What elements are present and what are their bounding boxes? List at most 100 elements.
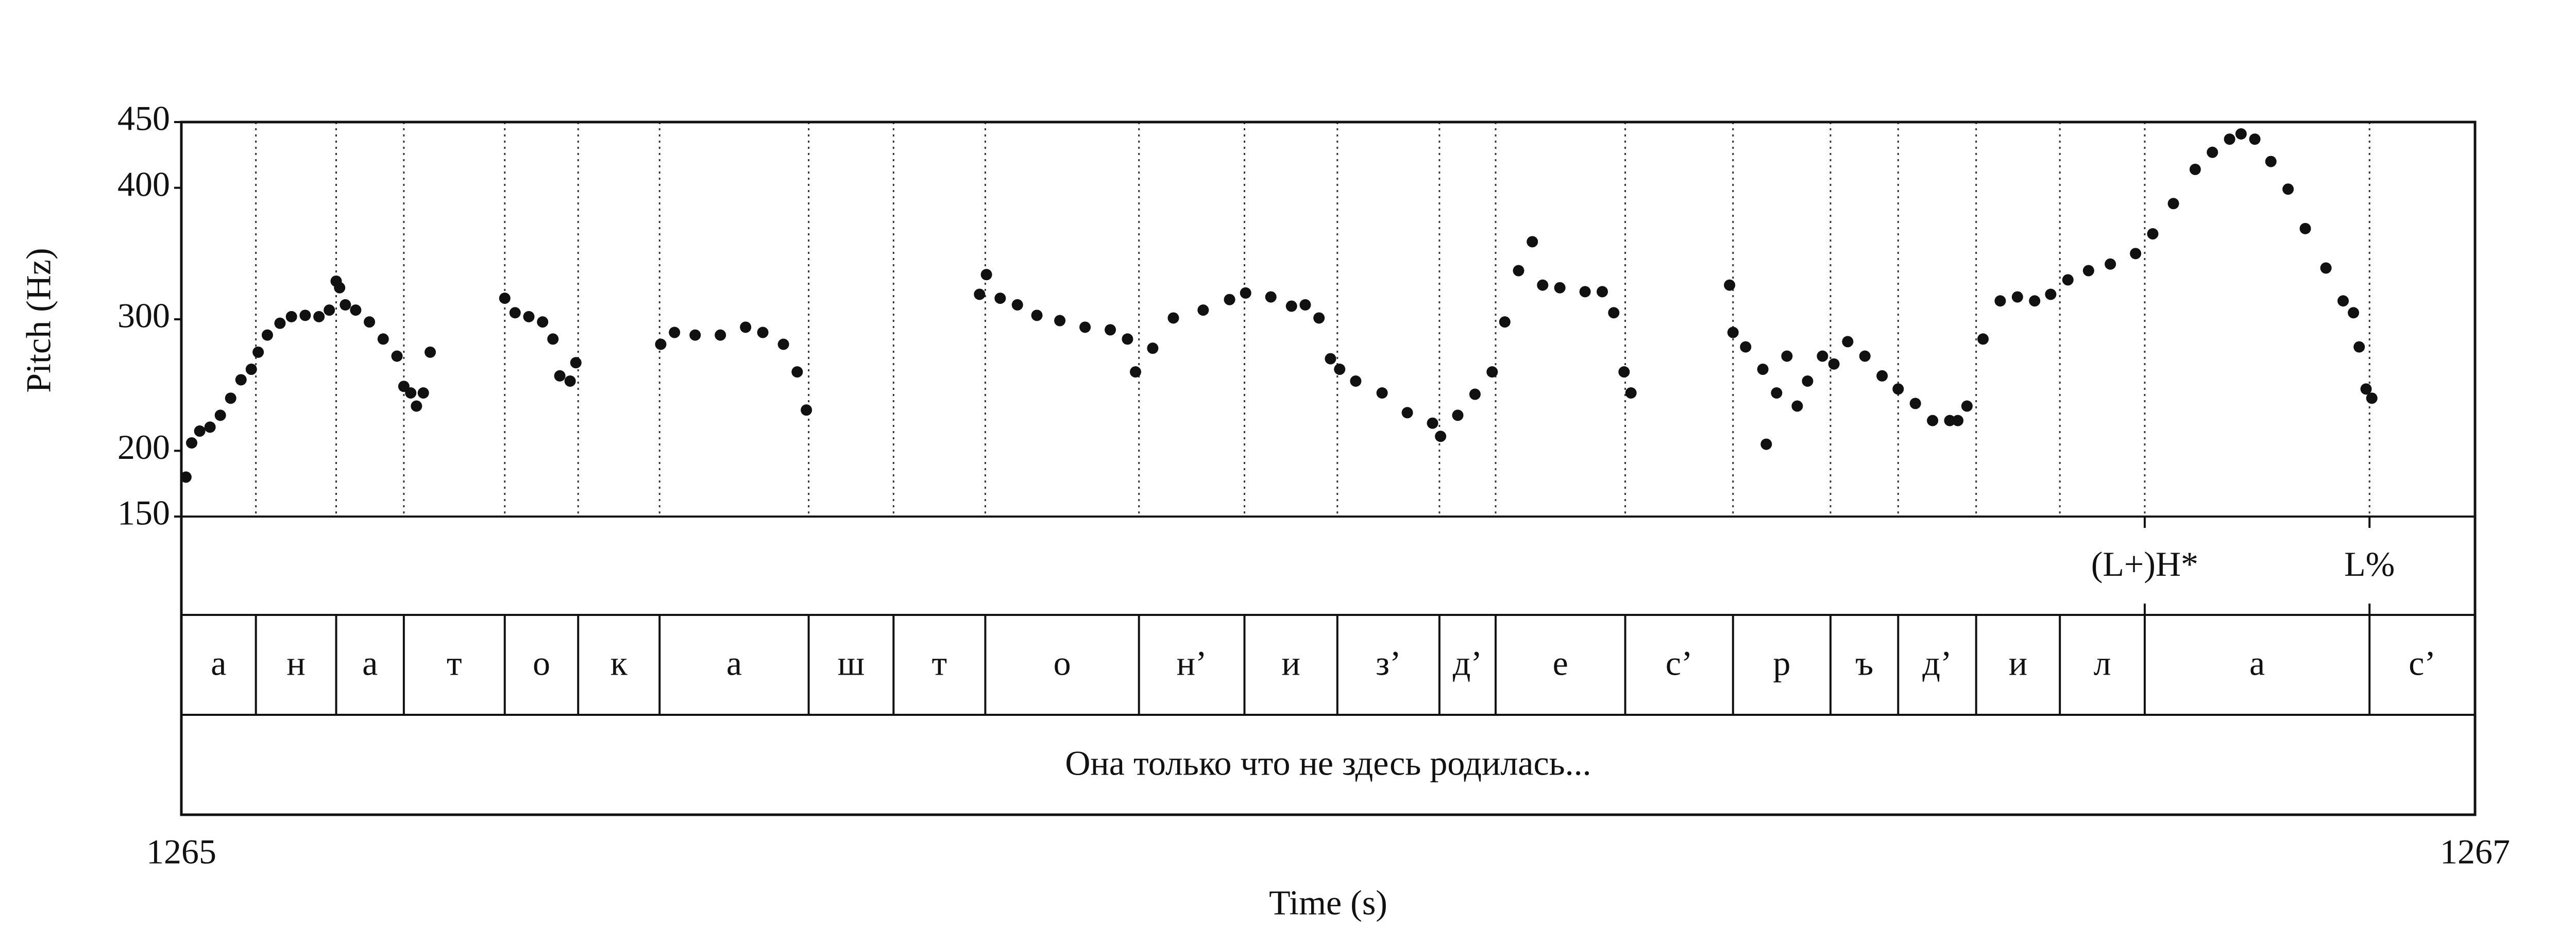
- pitch-point: [2029, 295, 2041, 307]
- pitch-point: [1499, 316, 1511, 328]
- pitch-point: [1147, 342, 1159, 354]
- pitch-point: [1197, 304, 1209, 316]
- pitch-point: [1554, 282, 1566, 294]
- pitch-point: [791, 366, 803, 378]
- pitch-point: [2337, 295, 2349, 307]
- segment-label: р: [1773, 644, 1790, 683]
- pitch-point: [425, 346, 436, 358]
- pitch-point: [2249, 133, 2261, 145]
- pitch-point: [2062, 274, 2074, 286]
- pitch-point: [324, 304, 335, 316]
- pitch-point: [1771, 387, 1783, 399]
- y-tick-label: 300: [117, 296, 170, 335]
- pitch-point: [2353, 341, 2365, 353]
- segment-label: а: [726, 644, 742, 683]
- segment-label: с’: [2409, 644, 2436, 683]
- pitch-point: [350, 304, 362, 316]
- pitch-point: [2189, 163, 2201, 175]
- segment-label: и: [1281, 644, 1300, 683]
- segment-label: а: [2249, 644, 2265, 683]
- pitch-point: [1313, 312, 1325, 324]
- pitch-point: [2235, 128, 2247, 140]
- pitch-point: [1961, 400, 1973, 412]
- pitch-point: [1952, 415, 1964, 426]
- pitch-point: [1167, 312, 1179, 324]
- pitch-point: [1486, 366, 1498, 378]
- x-tick-label: 1267: [2440, 832, 2510, 871]
- segment-label: д’: [1922, 644, 1952, 683]
- pitch-point: [1122, 333, 1133, 345]
- y-tick-label: 450: [117, 99, 170, 138]
- pitch-point: [1994, 295, 2006, 307]
- pitch-point: [1054, 315, 1066, 327]
- pitch-point: [1435, 431, 1447, 442]
- pitch-point: [340, 299, 351, 311]
- pitch-point: [1828, 358, 1840, 370]
- pitch-point: [411, 400, 422, 412]
- pitch-point: [313, 311, 325, 322]
- pitch-point: [1597, 286, 1608, 298]
- pitch-point: [1859, 350, 1871, 362]
- pitch-point: [777, 338, 789, 350]
- pitch-point: [1817, 350, 1828, 362]
- pitch-point: [391, 350, 403, 362]
- pitch-point: [1376, 387, 1388, 399]
- pitch-point: [1724, 279, 1736, 291]
- pitch-point: [689, 329, 701, 341]
- pitch-point: [570, 357, 582, 369]
- segment-label: с’: [1666, 644, 1693, 683]
- pitch-point: [1842, 336, 1854, 348]
- y-tick-label: 200: [117, 427, 170, 467]
- pitch-point: [740, 321, 752, 333]
- pitch-point: [2224, 133, 2235, 145]
- pitch-point: [509, 307, 521, 319]
- y-tick-label: 400: [117, 164, 170, 203]
- pitch-point: [2167, 198, 2179, 210]
- pitch-point: [204, 421, 216, 433]
- pitch-point: [1781, 350, 1793, 362]
- pitch-point: [214, 409, 226, 421]
- pitch-point: [1513, 265, 1524, 277]
- pitch-point: [1079, 321, 1091, 333]
- segment-label: о: [533, 644, 550, 683]
- pitch-point: [994, 293, 1006, 304]
- pitch-point: [1740, 341, 1752, 353]
- pitch-point: [180, 471, 192, 483]
- pitch-point: [2147, 228, 2159, 240]
- pitch-point: [274, 317, 286, 329]
- pitch-point: [1760, 438, 1772, 450]
- pitch-point: [1977, 333, 1989, 345]
- pitch-point: [1350, 375, 1362, 387]
- pitch-point: [417, 387, 429, 399]
- pitch-point: [1427, 417, 1438, 429]
- pitch-point: [2348, 307, 2360, 319]
- pitch-point: [554, 370, 566, 382]
- pitch-point: [1802, 375, 1814, 387]
- pitch-point: [2265, 156, 2277, 167]
- segment-label: и: [2009, 644, 2027, 683]
- frame: [180, 121, 2477, 816]
- pitch-point: [1031, 310, 1043, 321]
- pitch-point: [715, 329, 726, 341]
- pitch-point: [1608, 307, 1620, 319]
- tone-label: L%: [2344, 544, 2395, 583]
- pitch-point: [252, 346, 264, 358]
- segment-label: е: [1553, 644, 1568, 683]
- pitch-point: [1876, 370, 1888, 382]
- segment-label: т: [447, 644, 462, 683]
- pitch-point: [1224, 294, 1235, 305]
- pitch-point: [334, 282, 346, 294]
- segment-label: л: [2094, 644, 2111, 683]
- pitch-point: [1527, 236, 1538, 248]
- pitch-point: [564, 375, 576, 387]
- pitch-point: [1618, 366, 1630, 378]
- sentence-label: Она только что не здесь родилась...: [1065, 744, 1591, 783]
- pitch-point: [1727, 327, 1739, 338]
- segment-label: ш: [838, 644, 865, 683]
- pitch-point: [2299, 222, 2311, 234]
- pitch-point: [1285, 300, 1297, 312]
- pitch-point: [405, 387, 417, 399]
- pitch-point: [537, 316, 549, 328]
- pitch-point: [547, 333, 559, 345]
